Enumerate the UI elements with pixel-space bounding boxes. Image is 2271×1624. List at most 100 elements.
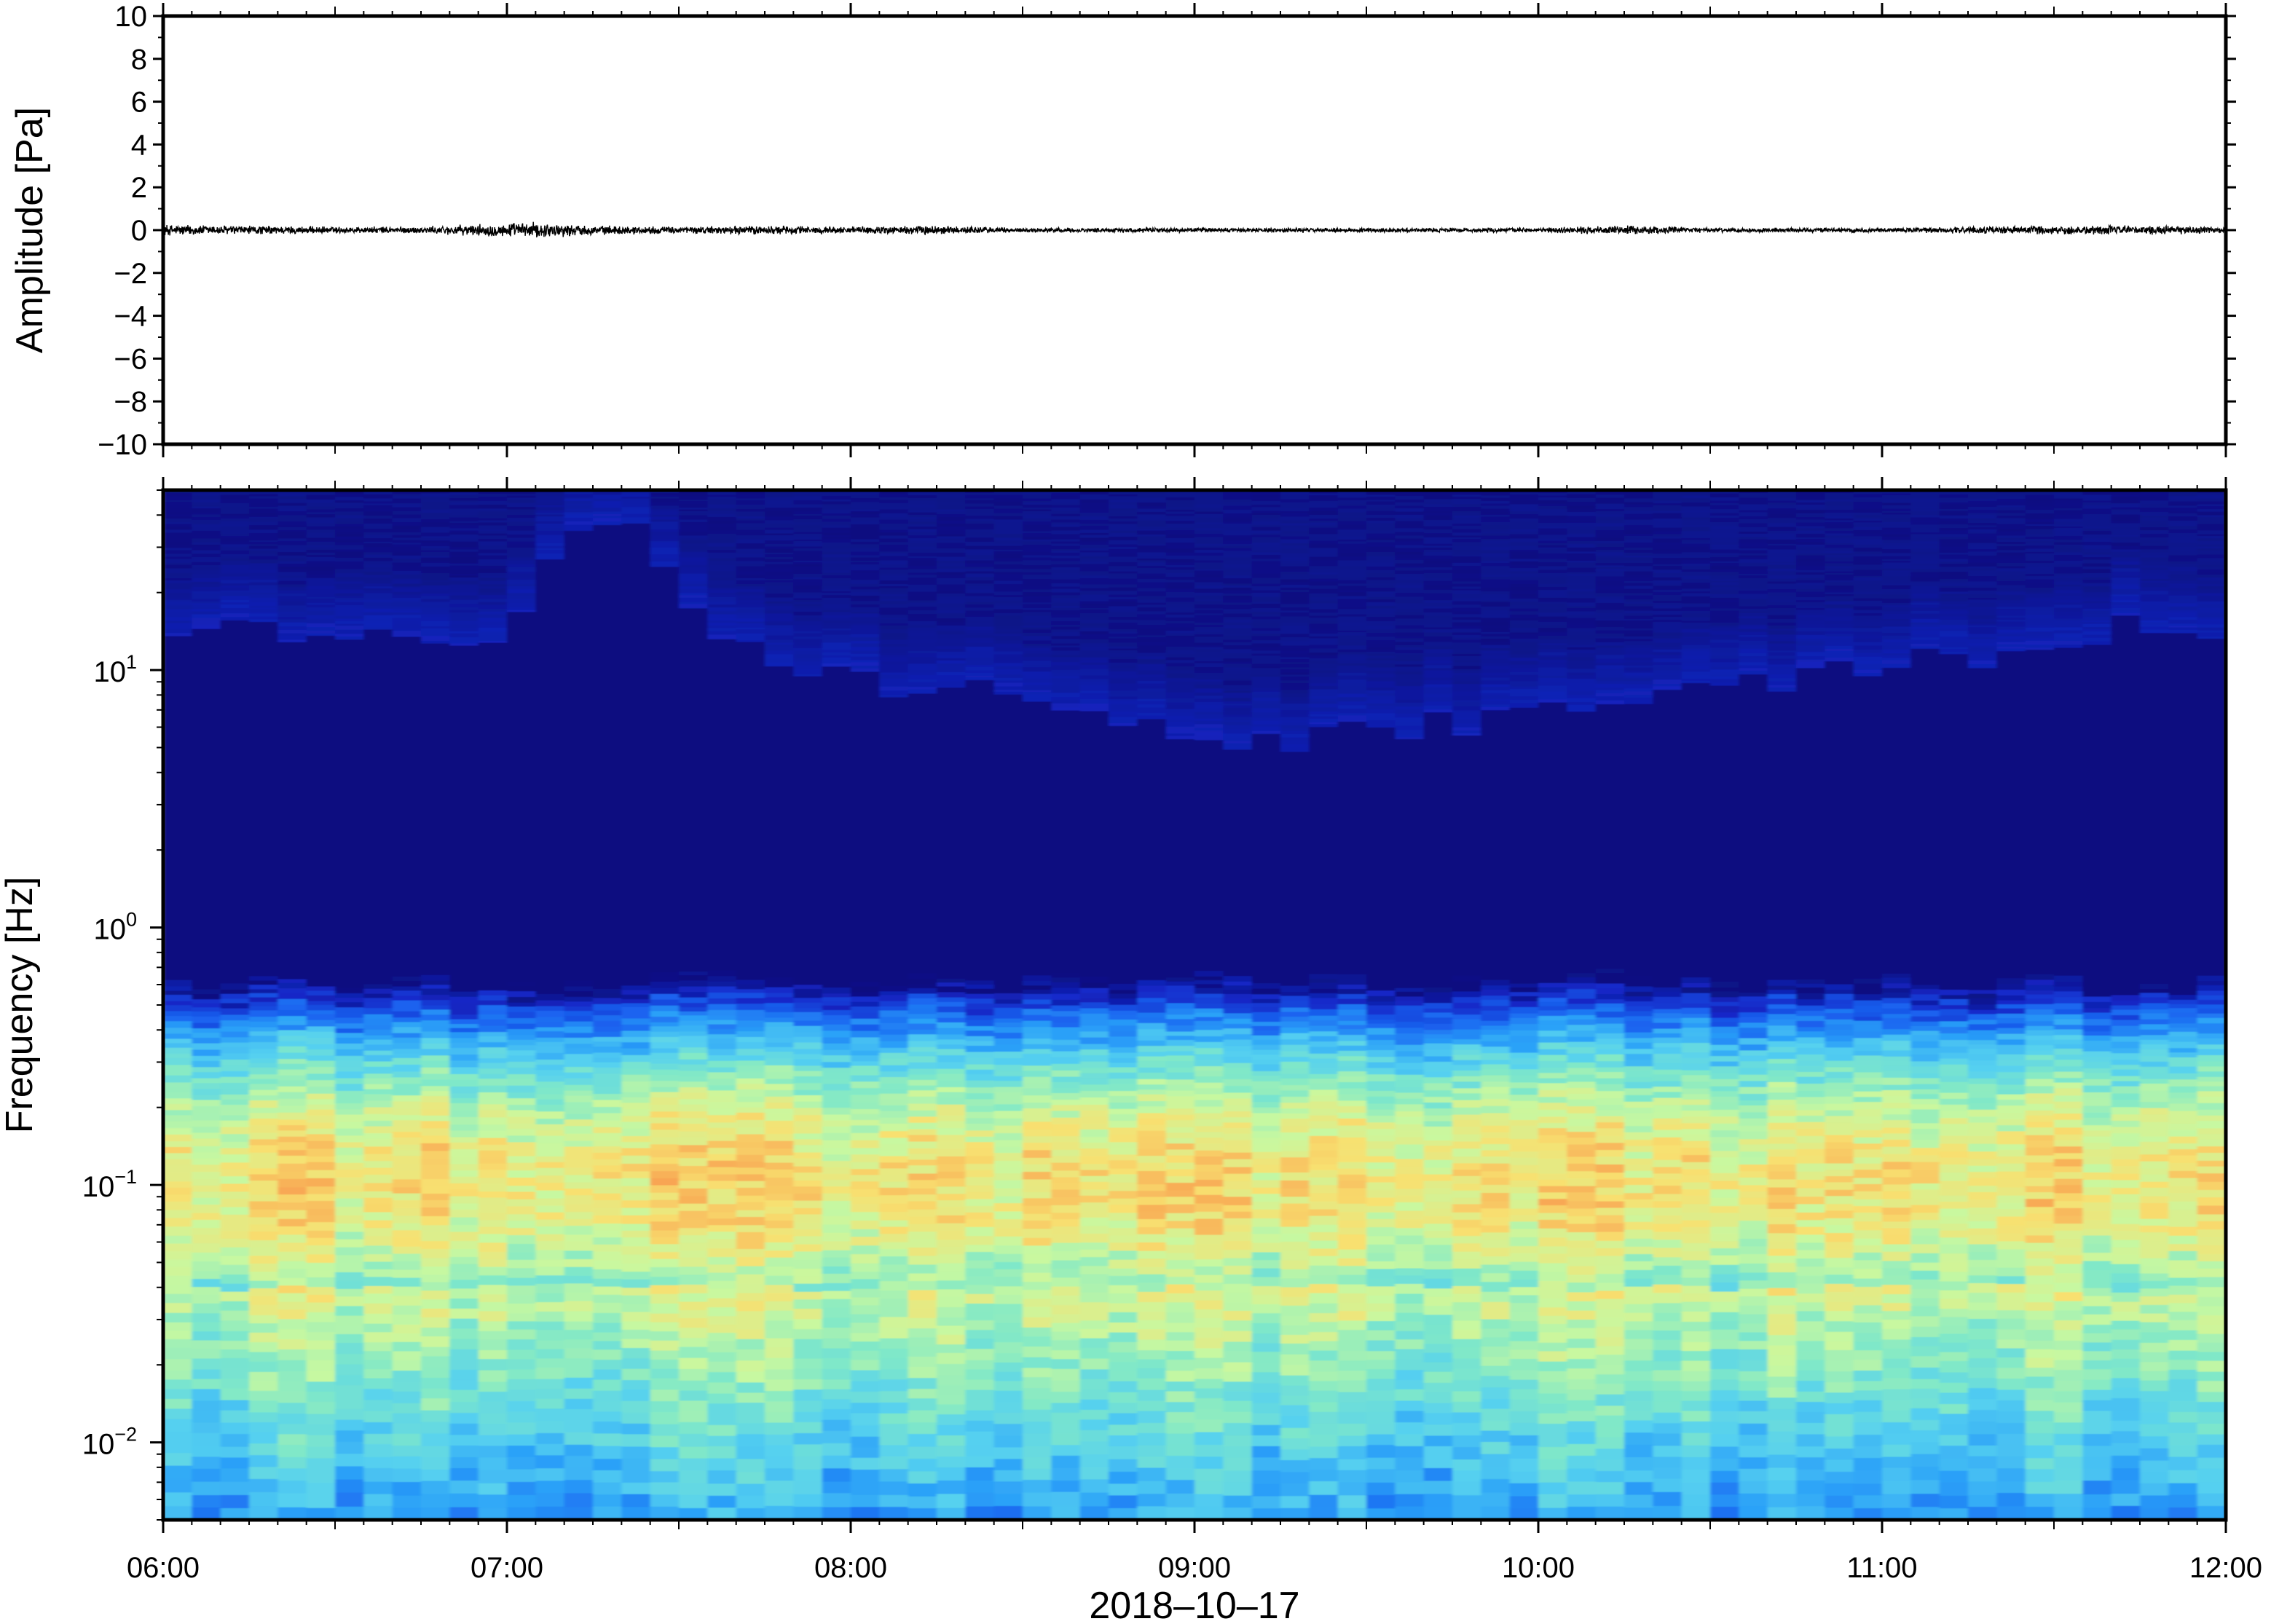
spectrogram-cell — [249, 1118, 279, 1126]
spectrogram-cell — [507, 1329, 537, 1340]
spectrogram-cell — [449, 911, 479, 915]
spectrogram-cell — [621, 534, 651, 539]
spectrogram-cell — [449, 829, 479, 834]
spectrogram-cell — [363, 780, 393, 785]
spectrogram-cell — [363, 588, 393, 591]
spectrogram-cell — [421, 945, 451, 951]
spectrogram-cell — [278, 862, 307, 869]
spectrogram-cell — [507, 506, 537, 510]
spectrogram-cell — [306, 852, 336, 857]
spectrogram-cell — [392, 1507, 422, 1520]
spectrogram-cell — [564, 559, 594, 562]
spectrogram-cell — [736, 1300, 765, 1312]
amplitude-y-tick-label: 8 — [131, 44, 147, 76]
spectrogram-cell — [220, 728, 250, 733]
spectrogram-cell — [306, 1148, 336, 1156]
spectrogram-cell — [335, 750, 365, 754]
spectrogram-cell — [736, 666, 765, 671]
spectrogram-cell — [278, 1433, 307, 1446]
spectrogram-cell — [220, 776, 250, 780]
spectrogram-cell — [192, 1113, 221, 1121]
spectrogram-cell — [765, 703, 795, 708]
spectrogram-cell — [278, 575, 307, 578]
spectrogram-cell — [593, 543, 623, 548]
spectrogram-cell — [679, 1284, 709, 1293]
spectrogram-cell — [736, 896, 765, 903]
spectrogram-cell — [564, 709, 594, 713]
spectrogram-cell — [679, 1064, 709, 1071]
spectrogram-cell — [392, 1037, 422, 1044]
spectrogram-cell — [278, 947, 307, 951]
spectrogram-cell — [421, 767, 451, 772]
spectrogram-cell — [278, 545, 307, 549]
spectrogram-cell — [421, 595, 451, 599]
spectrogram-cell — [736, 650, 765, 654]
spectrogram-cell — [335, 856, 365, 862]
spectrogram-cell — [535, 771, 565, 776]
spectrogram-cell — [220, 1110, 250, 1116]
spectrogram-cell — [564, 961, 594, 966]
spectrogram-cell — [220, 1198, 250, 1207]
spectrogram-cell — [478, 700, 508, 703]
spectrogram-cell — [478, 939, 508, 945]
spectrogram-cell — [392, 876, 422, 881]
spectrogram-cell — [278, 679, 307, 684]
spectrogram-cell — [507, 922, 537, 928]
spectrogram-cell — [507, 1259, 537, 1269]
spectrogram-cell — [707, 1089, 737, 1097]
spectrogram-cell — [478, 975, 508, 981]
spectrogram-cell — [765, 1411, 795, 1423]
spectrogram-cell — [564, 789, 594, 794]
spectrogram-cell — [564, 1072, 594, 1079]
spectrogram-cell — [163, 1358, 193, 1371]
spectrogram-cell — [363, 646, 393, 650]
spectrogram-cell — [363, 808, 393, 813]
spectrogram-cell — [707, 601, 737, 605]
spectrogram-cell — [278, 561, 307, 564]
spectrogram-cell — [535, 687, 565, 692]
spectrogram-cell — [507, 1434, 537, 1446]
spectrogram-cell — [306, 808, 336, 813]
spectrogram-cell — [478, 702, 508, 706]
spectrogram-cell — [535, 852, 565, 856]
spectrogram-cell — [593, 1506, 623, 1520]
spectrogram-cell — [736, 848, 765, 854]
spectrogram-cell — [593, 1159, 623, 1166]
spectrogram-cell — [650, 576, 680, 579]
spectrogram-cell — [278, 661, 307, 665]
spectrogram-cell — [278, 1063, 307, 1070]
spectrogram-cell — [163, 626, 193, 629]
spectrogram-cell — [306, 900, 336, 904]
spectrogram-cell — [621, 1215, 651, 1224]
spectrogram-cell — [278, 912, 307, 918]
spectrogram-cell — [421, 912, 451, 917]
spectrogram-cell — [220, 856, 250, 862]
spectrogram-cell — [593, 951, 623, 956]
spectrogram-cell — [163, 500, 193, 502]
spectrogram-cell — [306, 657, 336, 662]
spectrogram-cell — [335, 500, 365, 503]
spectrogram-cell — [478, 670, 508, 674]
spectrogram-cell — [363, 801, 393, 806]
spectrogram-cell — [392, 532, 422, 535]
spectrogram-cell — [564, 996, 594, 1002]
spectrogram-cell — [707, 690, 737, 695]
spectrogram-cell — [707, 826, 737, 829]
spectrogram-cell — [306, 835, 336, 840]
spectrogram-cell — [278, 1171, 307, 1179]
spectrogram-cell — [449, 703, 479, 706]
spectrogram-cell — [335, 823, 365, 828]
spectrogram-cell — [421, 599, 451, 602]
spectrogram-cell — [306, 840, 336, 844]
spectrogram-cell — [278, 1381, 307, 1392]
spectrogram-cell — [507, 658, 537, 663]
spectrogram-cell — [278, 1105, 307, 1113]
spectrogram-cell — [249, 1314, 279, 1324]
spectrogram-cell — [249, 588, 279, 591]
spectrogram-cell — [363, 1093, 393, 1101]
spectrogram-cell — [363, 1191, 393, 1198]
spectrogram-cell — [621, 863, 651, 867]
spectrogram-cell — [335, 1491, 365, 1507]
spectrogram-cell — [707, 1028, 737, 1035]
spectrogram-cell — [535, 1367, 565, 1379]
